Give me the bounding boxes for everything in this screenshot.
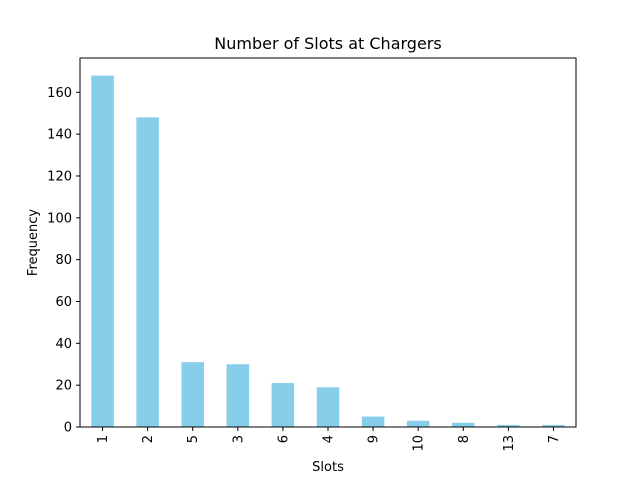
x-tick-label-1: 1: [96, 435, 111, 443]
x-tick-label-4: 4: [322, 435, 337, 443]
bar-7: [542, 424, 565, 427]
x-tick-label-6: 6: [276, 435, 291, 443]
bar-13: [497, 424, 520, 427]
y-tick-label: 100: [47, 211, 72, 226]
x-tick-label-10: 10: [412, 435, 427, 452]
x-tick-label-3: 3: [231, 435, 246, 443]
y-tick-label: 120: [47, 169, 72, 184]
bar-4: [316, 387, 340, 427]
bar-5: [181, 362, 204, 427]
x-axis: 1 2 5 3 6 4 9 10 8 13 7: [96, 427, 562, 452]
x-tick-label-7: 7: [547, 435, 562, 443]
bar-3: [226, 364, 250, 427]
chart-title: Number of Slots at Chargers: [214, 34, 441, 53]
x-axis-label: Slots: [312, 460, 344, 475]
x-tick-label-8: 8: [457, 435, 472, 443]
bar-6: [271, 383, 295, 427]
x-tick-label-9: 9: [367, 435, 382, 443]
x-tick-label-13: 13: [502, 435, 517, 452]
y-tick-label: 20: [55, 379, 72, 394]
x-tick-label-2: 2: [141, 435, 156, 443]
y-tick-label: 40: [55, 337, 72, 352]
bar-9: [361, 416, 385, 427]
y-tick-label: 0: [64, 421, 72, 436]
y-axis: 0 20 40 60 80 100 120 140 160: [47, 86, 80, 436]
y-axis-label: Frequency: [26, 209, 41, 276]
y-tick-label: 140: [47, 128, 72, 143]
bar-2: [136, 117, 159, 427]
x-tick-label-5: 5: [186, 435, 201, 443]
bar-10: [406, 420, 430, 427]
y-tick-label: 80: [55, 253, 72, 268]
bars-group: [91, 75, 565, 428]
y-tick-label: 60: [55, 295, 72, 310]
bar-8: [452, 422, 475, 427]
bar-1: [91, 75, 114, 428]
y-tick-label: 160: [47, 86, 72, 101]
